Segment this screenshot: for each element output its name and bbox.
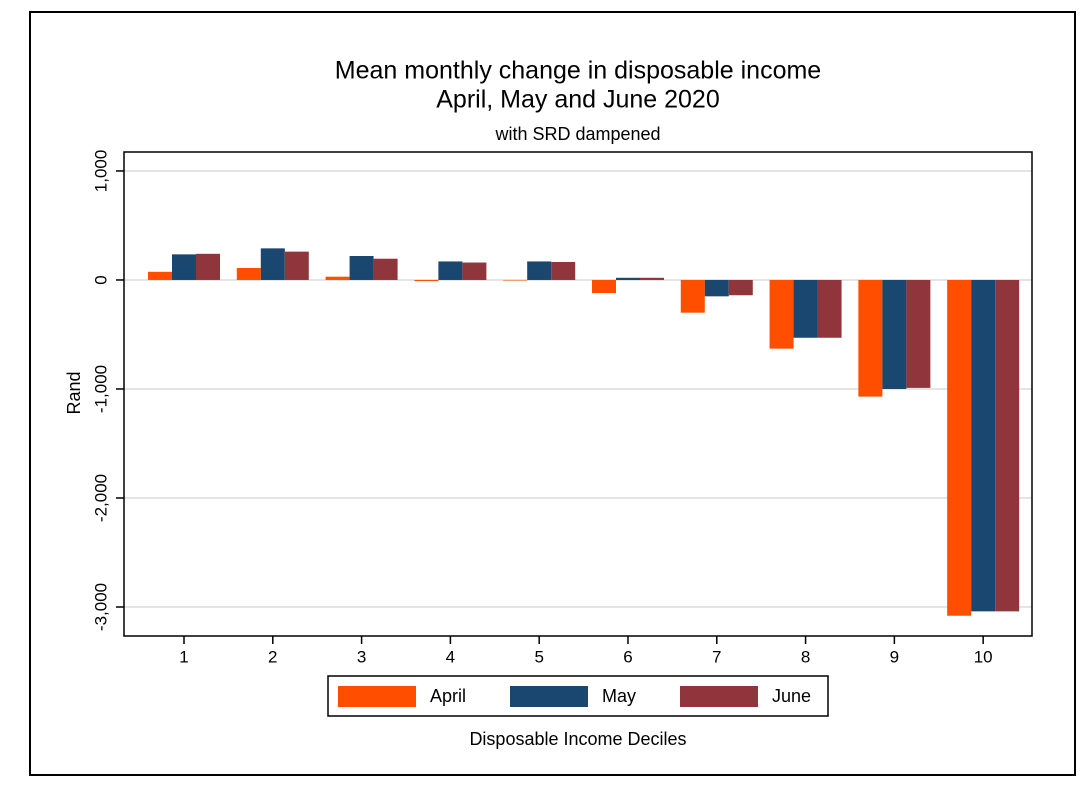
bar [527, 261, 552, 280]
bar [906, 279, 931, 388]
bar [414, 279, 439, 282]
y-tick-label: -3,000 [91, 583, 110, 631]
bar [373, 258, 398, 280]
bar [325, 276, 350, 280]
x-tick-label: 9 [890, 647, 899, 666]
legend-label: June [772, 686, 811, 706]
bar [196, 253, 220, 280]
legend-label: May [602, 686, 636, 706]
chart-subtitle: with SRD dampened [494, 124, 660, 144]
outer-frame [29, 11, 1076, 776]
chart-title: Mean monthly change in disposable income [335, 57, 821, 85]
bar [793, 279, 818, 338]
bar [947, 279, 972, 616]
bar [260, 248, 285, 280]
bar [236, 267, 261, 280]
y-tick-label: 0 [91, 275, 110, 284]
bar [462, 262, 487, 280]
bar [858, 279, 883, 397]
bar [728, 279, 753, 296]
plot: -3,000 -2,000 -1,000 0 1,000 1 2 3 4 5 6 7 8 9 10 [91, 150, 1032, 666]
x-tick-label: 6 [623, 647, 632, 666]
bar [704, 279, 729, 297]
bar [971, 279, 996, 612]
bar [817, 279, 842, 338]
x-tick-label: 3 [357, 647, 366, 666]
legend-swatch [680, 686, 758, 707]
bar [769, 279, 794, 349]
x-tick-label: 7 [712, 647, 721, 666]
bar [148, 271, 172, 280]
legend-swatch [510, 686, 588, 707]
x-tick-label: 5 [534, 647, 543, 666]
bar [284, 251, 309, 280]
x-tick-label: 10 [974, 647, 993, 666]
bar [995, 279, 1020, 612]
bar [349, 255, 374, 280]
bar [438, 261, 463, 280]
legend-label: April [430, 686, 466, 706]
x-tick-label: 4 [446, 647, 455, 666]
bar [551, 261, 576, 280]
y-tick-label: -2,000 [91, 474, 110, 522]
bar [503, 279, 528, 281]
bar [615, 277, 640, 280]
y-axis-title: Rand [64, 371, 84, 414]
legend-swatch [338, 686, 416, 707]
bar [172, 254, 196, 280]
y-tick-label: 1,000 [91, 150, 110, 193]
chart-title-line2: April, May and June 2020 [436, 86, 720, 114]
bar [882, 279, 907, 389]
bar [680, 279, 705, 313]
x-tick-label: 8 [801, 647, 810, 666]
y-tick-label: -1,000 [91, 365, 110, 413]
bar [639, 277, 664, 280]
plot-frame [123, 151, 1033, 637]
bar [591, 279, 616, 294]
x-axis-title: Disposable Income Deciles [469, 729, 686, 749]
x-tick-label: 2 [268, 647, 277, 666]
x-tick-label: 1 [179, 647, 188, 666]
